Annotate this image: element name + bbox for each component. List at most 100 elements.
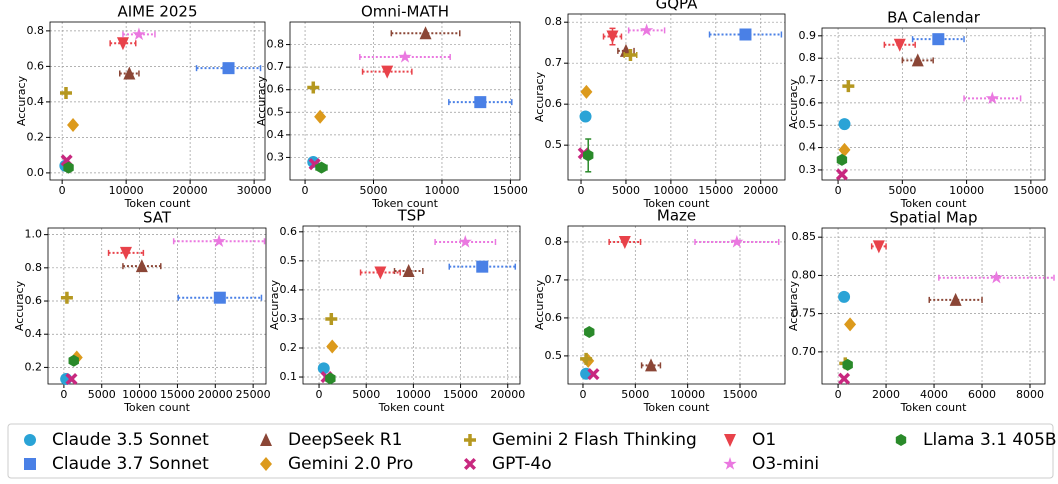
- x-tick-label: 5000: [888, 184, 916, 197]
- marker: [895, 434, 907, 446]
- y-tick-label: 0.0: [27, 166, 45, 179]
- error-bar: [195, 65, 262, 72]
- x-tick-label: 4000: [920, 388, 948, 401]
- marker: [213, 291, 226, 304]
- x-tick-label: 0: [59, 184, 66, 197]
- y-tick-label: 0.5: [545, 138, 563, 151]
- marker: [68, 354, 79, 367]
- error-bar: [608, 238, 642, 245]
- x-tick-label: 20000: [173, 184, 208, 197]
- y-tick-label: 0.8: [545, 235, 563, 248]
- marker: [723, 457, 737, 470]
- marker: [463, 457, 477, 471]
- x-tick-label: 5000: [612, 184, 640, 197]
- marker: [844, 317, 857, 332]
- panel-title: BA Calendar: [887, 9, 981, 27]
- x-tick-label: 15000: [160, 388, 195, 401]
- marker: [374, 266, 387, 280]
- y-axis-label: Accuracy: [268, 279, 281, 330]
- x-axis-label: Token count: [124, 197, 192, 210]
- marker: [932, 33, 945, 46]
- x-tick-label: 15000: [493, 184, 528, 197]
- y-tick-label: 0.9: [799, 29, 817, 42]
- x-tick-label: 10000: [109, 184, 144, 197]
- panel-title: AIME 2025: [117, 3, 197, 21]
- legend-label: Gemini 2.0 Pro: [288, 454, 413, 474]
- x-tick-label: 20000: [490, 388, 525, 401]
- x-tick-label: 10000: [670, 388, 705, 401]
- x-tick-label: 0: [578, 184, 585, 197]
- x-tick-label: 10000: [396, 388, 431, 401]
- marker: [985, 91, 999, 105]
- marker: [24, 458, 36, 470]
- y-tick-label: 0.4: [25, 327, 43, 340]
- y-tick-label: 0.4: [799, 141, 817, 154]
- error-bar: [390, 30, 461, 37]
- marker: [67, 117, 80, 132]
- y-tick-label: 0.8: [799, 51, 817, 64]
- y-axis-label: Accuracy: [255, 75, 268, 126]
- marker: [474, 96, 487, 109]
- axes-frame: [821, 27, 1046, 181]
- legend-frame: [7, 423, 1054, 479]
- x-tick-label: 15000: [722, 388, 757, 401]
- marker: [606, 30, 619, 44]
- x-tick-label: 30000: [237, 184, 272, 197]
- axes-frame: [302, 225, 521, 385]
- marker: [132, 27, 146, 41]
- marker: [260, 457, 272, 471]
- marker: [464, 434, 476, 446]
- y-tick-label: 0.6: [267, 83, 285, 96]
- axes-frame: [821, 227, 1046, 385]
- marker: [624, 48, 637, 61]
- marker: [212, 234, 226, 247]
- marker: [381, 65, 394, 79]
- y-tick-label: 0.1: [280, 370, 298, 383]
- error-bar: [901, 57, 934, 64]
- error-bar: [122, 263, 162, 270]
- legend-label: GPT-4o: [492, 454, 552, 474]
- x-tick-label: 5000: [621, 388, 649, 401]
- marker: [645, 358, 658, 372]
- y-tick-label: 0.3: [799, 163, 817, 176]
- marker: [116, 37, 129, 51]
- marker: [835, 168, 848, 181]
- legend-label: O3-mini: [752, 454, 819, 474]
- x-tick-label: 0: [579, 388, 586, 401]
- y-tick-label: 0.3: [280, 312, 298, 325]
- y-tick-label: 0.8: [267, 38, 285, 51]
- marker: [872, 240, 885, 254]
- marker: [135, 259, 148, 273]
- x-axis-label: Token count: [900, 401, 968, 414]
- y-tick-label: 0.5: [545, 349, 563, 362]
- marker: [587, 368, 600, 381]
- marker: [63, 161, 74, 174]
- marker: [618, 235, 631, 249]
- x-tick-label: 0: [835, 388, 842, 401]
- x-tick-label: 25000: [236, 388, 271, 401]
- marker: [838, 142, 851, 157]
- marker: [402, 264, 415, 278]
- marker: [724, 434, 736, 447]
- x-axis-label: Token count: [371, 197, 439, 210]
- marker: [65, 372, 78, 386]
- x-axis-label: Token count: [643, 197, 711, 210]
- x-tick-label: 15000: [1013, 184, 1048, 197]
- marker: [580, 84, 593, 99]
- x-tick-label: 20000: [198, 388, 233, 401]
- marker: [838, 290, 851, 303]
- y-tick-label: 0.7: [799, 74, 817, 87]
- marker: [476, 260, 489, 273]
- axes-frame: [567, 13, 786, 181]
- x-tick-label: 10000: [424, 184, 459, 197]
- y-tick-label: 0.6: [27, 59, 45, 72]
- y-tick-label: 1.0: [25, 228, 43, 241]
- marker: [24, 434, 36, 446]
- error-bar: [448, 99, 513, 106]
- x-tick-label: 0: [835, 184, 842, 197]
- marker: [838, 372, 851, 385]
- marker: [325, 372, 336, 385]
- y-tick-label: 0.6: [25, 294, 43, 307]
- marker: [260, 433, 272, 446]
- legend-label: Llama 3.1 405B: [923, 430, 1057, 450]
